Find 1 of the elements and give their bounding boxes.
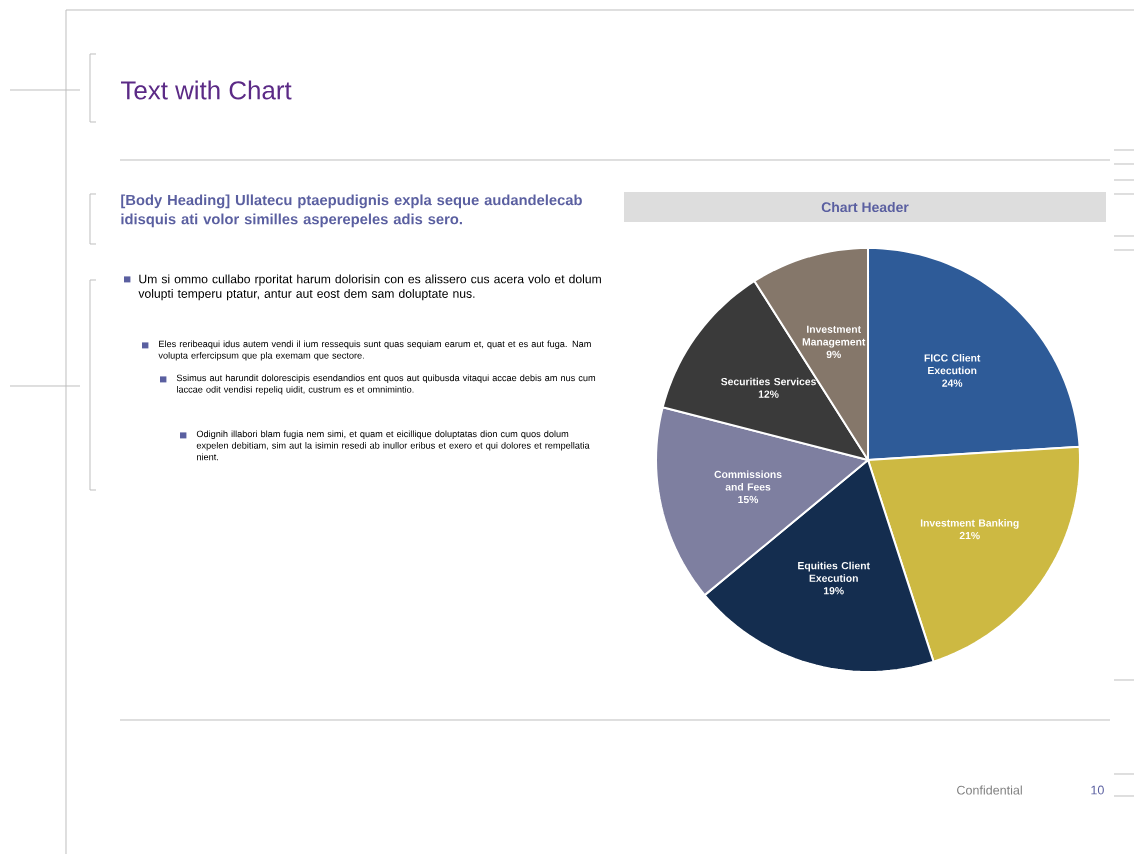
text: Text with Chart xyxy=(121,80,292,100)
